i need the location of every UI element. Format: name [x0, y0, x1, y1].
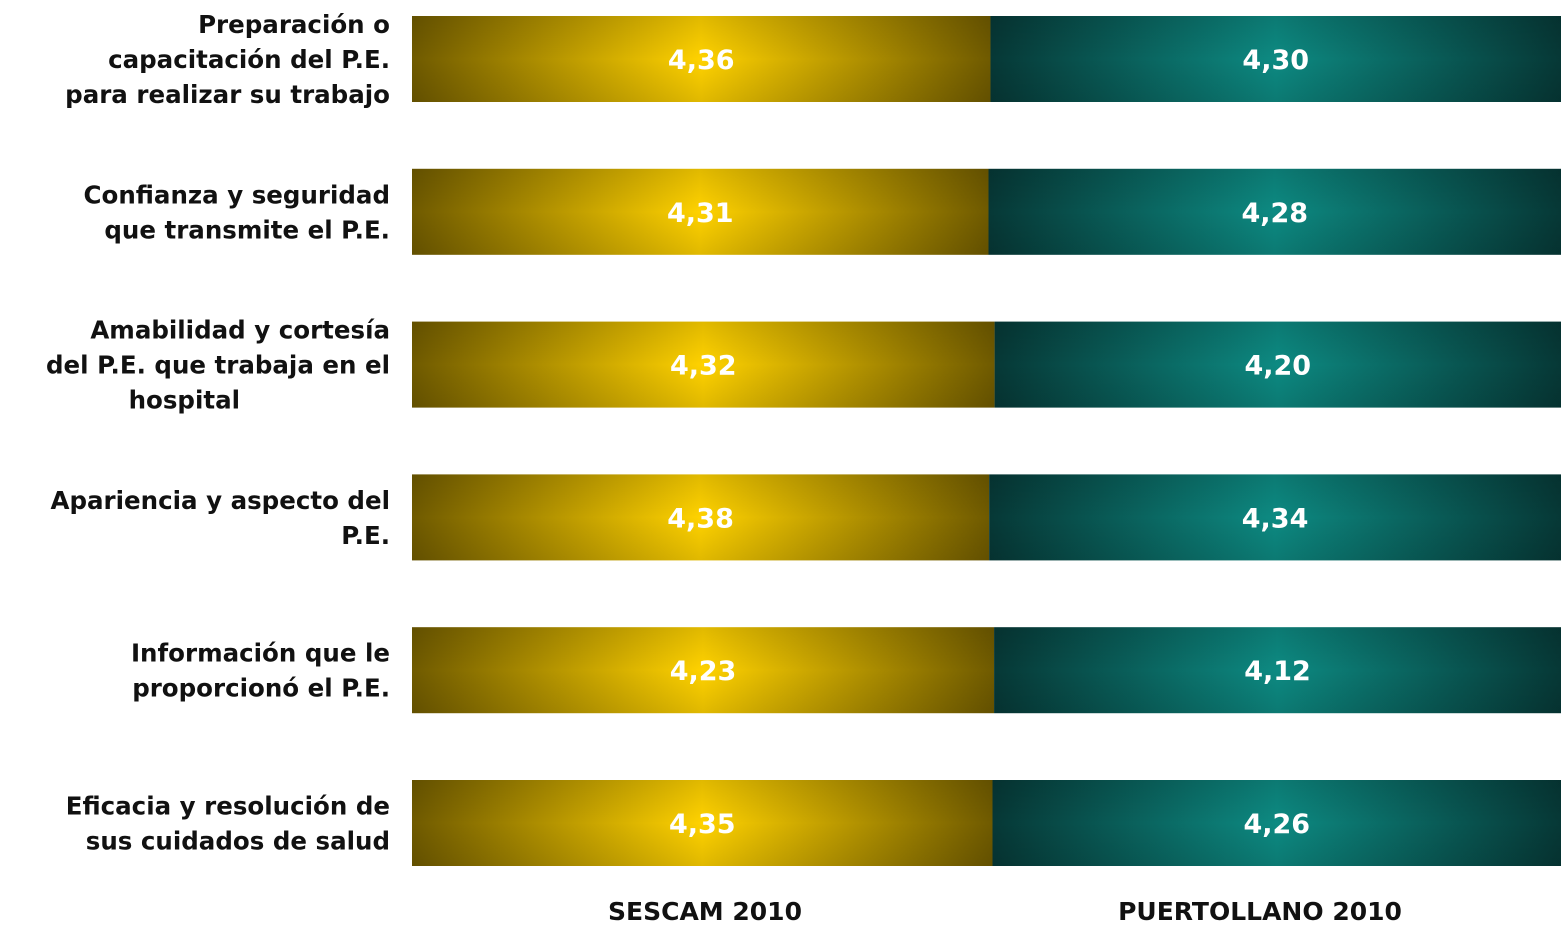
bar-shade-1-3 [412, 321, 995, 408]
category-labels: Preparación o capacitación del P.E. para r… [46, 10, 390, 856]
category-label-line: Información que le [131, 639, 390, 668]
data-label: 4,32 [670, 351, 737, 382]
category-label-line: capacitación del P.E. [108, 45, 390, 74]
data-label: 4,30 [1242, 45, 1309, 76]
category-label-line: que transmite el P.E. [104, 215, 390, 244]
bar-shade-1-5 [412, 627, 995, 714]
bar-shade-2-1 [990, 16, 1561, 102]
bar-shade-1-4 [412, 474, 990, 561]
data-label: 4,28 [1241, 198, 1308, 229]
legend-label-puertollano: PUERTOLLANO 2010 [1118, 897, 1402, 926]
category-label-line: proporcionó el P.E. [132, 674, 390, 703]
legend-label-sescam: SESCAM 2010 [608, 897, 802, 926]
category-label-line: para realizar su trabajo [65, 80, 390, 109]
category-label-line: del P.E. que trabaja en el [46, 351, 390, 380]
data-label: 4,20 [1244, 351, 1311, 382]
bar-shade-2-5 [994, 627, 1561, 714]
category-label-line: Confianza y seguridad [84, 180, 390, 209]
category-label-line: Apariencia y aspecto del [51, 486, 390, 515]
category-label-line: Eficacia y resolución de [66, 792, 390, 821]
category-label: Preparación o capacitación del P.E. para r… [65, 10, 390, 109]
data-label: 4,31 [667, 198, 734, 229]
bar-shade-1-6 [412, 780, 993, 866]
data-label: 4,36 [668, 45, 735, 76]
category-label-line: hospital [129, 386, 240, 415]
data-label: 4,26 [1243, 809, 1310, 840]
category-label-line: sus cuidados de salud [86, 827, 390, 856]
bar-shade-2-4 [989, 474, 1561, 561]
bar-shade-1-1 [412, 16, 991, 102]
category-label: Amabilidad y cortesía del P.E. que trabaj… [46, 316, 390, 415]
category-label: Confianza y seguridad que transmite el P.… [84, 180, 390, 244]
bar-shade-2-6 [992, 780, 1561, 866]
category-label: Información que le proporcionó el P.E. [131, 639, 390, 703]
category-label-line: Preparación o [198, 10, 390, 39]
bar-shade-2-3 [994, 321, 1561, 408]
bar-shade-2-2 [988, 168, 1561, 255]
data-label: 4,23 [670, 656, 737, 687]
category-label: Apariencia y aspecto del P.E. [51, 486, 390, 550]
data-label: 4,12 [1244, 656, 1311, 687]
legend: SESCAM 2010 PUERTOLLANO 2010 [608, 897, 1402, 926]
bars-group: 4,36 4,30 4,31 4,28 4,32 4,20 4,38 4,34 4,23 4,12… [412, 16, 1561, 866]
category-label-line: P.E. [341, 521, 390, 550]
category-label-line: Amabilidad y cortesía [90, 316, 390, 345]
data-label: 4,38 [667, 503, 734, 534]
data-label: 4,35 [669, 809, 736, 840]
category-label: Eficacia y resolución de sus cuidados de … [66, 792, 390, 856]
data-label: 4,34 [1242, 503, 1309, 534]
bar-shade-1-2 [412, 168, 989, 255]
